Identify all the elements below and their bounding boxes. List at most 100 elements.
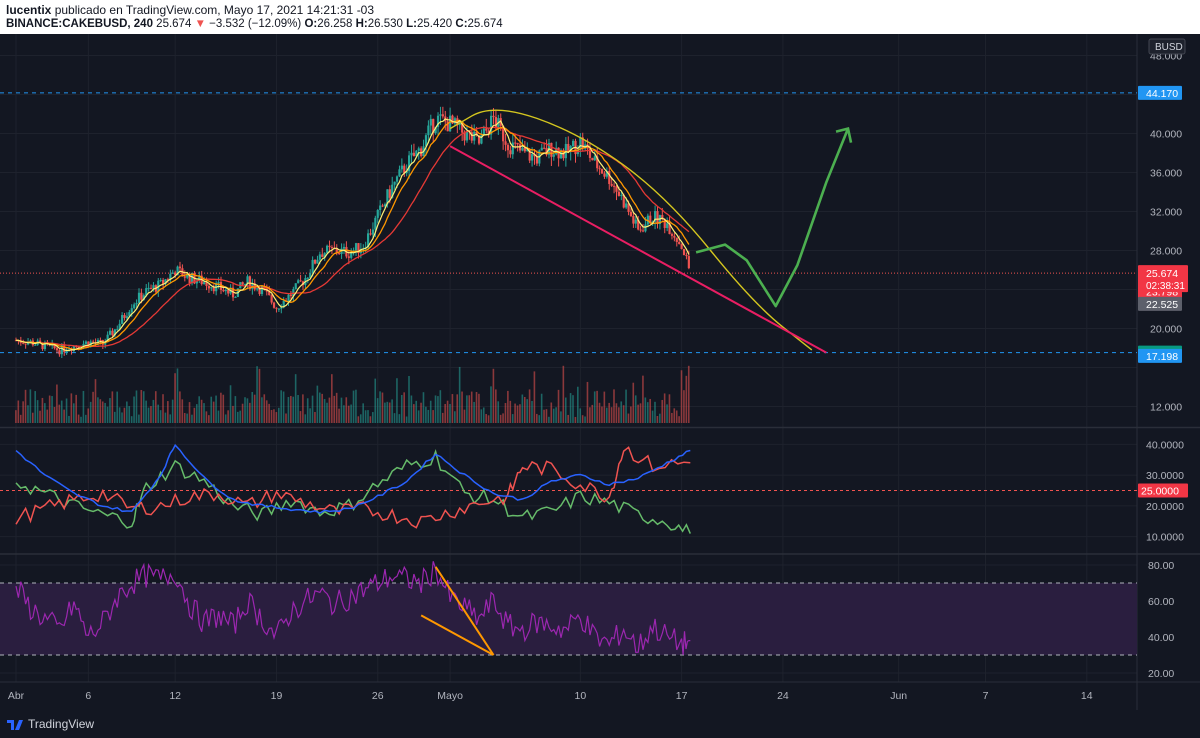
candle-body xyxy=(292,289,295,297)
moving-average-slow xyxy=(15,126,690,348)
volume-bar xyxy=(97,397,99,423)
volume-bar xyxy=(420,402,422,423)
candle-body xyxy=(244,283,247,285)
candle-body xyxy=(552,154,555,157)
volume-bar xyxy=(181,399,184,423)
candle-body xyxy=(634,219,637,224)
volume-bar xyxy=(217,410,220,423)
candle-body xyxy=(87,341,90,346)
volume-bar xyxy=(167,401,169,423)
volume-bar xyxy=(591,404,594,423)
candle-body xyxy=(610,184,613,186)
volume-bar xyxy=(121,412,123,423)
candle-body xyxy=(673,235,676,238)
volume-bar xyxy=(379,391,381,423)
volume-bar xyxy=(347,405,350,423)
candle-body xyxy=(260,286,264,295)
volume-bar xyxy=(174,373,176,423)
volume-bar xyxy=(77,414,80,423)
volume-bar xyxy=(183,412,186,423)
volume-bar xyxy=(581,415,584,423)
candle-body xyxy=(453,118,457,124)
candle-body xyxy=(277,308,280,310)
volume-bar xyxy=(15,410,17,423)
volume-bar xyxy=(495,389,497,423)
volume-bar xyxy=(46,409,49,423)
volume-bar xyxy=(526,399,528,423)
volume-bar xyxy=(333,395,336,423)
candle-body xyxy=(622,194,625,208)
candle-body xyxy=(403,165,406,174)
moving-average-mid xyxy=(15,119,690,351)
volume-bar xyxy=(287,397,290,423)
author-name[interactable]: lucentix xyxy=(6,3,52,17)
volume-bar xyxy=(538,415,541,423)
volume-bar xyxy=(292,396,295,423)
volume-bar xyxy=(195,404,198,423)
candle-body xyxy=(152,285,155,289)
volume-bar xyxy=(48,395,51,423)
candle-body xyxy=(299,280,302,282)
volume-bar xyxy=(502,413,504,423)
volume-bar xyxy=(220,392,222,423)
candle-body xyxy=(287,294,290,302)
candle-body xyxy=(540,147,543,151)
price-axis: 48.00040.00036.00032.00028.00020.00012.0… xyxy=(1150,51,1182,414)
volume-bar xyxy=(668,394,671,423)
volume-bar xyxy=(432,410,434,423)
volume-bar xyxy=(68,415,70,423)
candle-body xyxy=(99,339,102,341)
candle-body xyxy=(383,204,387,207)
candle-body xyxy=(147,287,150,289)
volume-bar xyxy=(514,403,516,423)
candle-body xyxy=(111,330,114,336)
volume-bar xyxy=(186,413,188,423)
chart-canvas[interactable]: 48.00040.00036.00032.00028.00020.00012.0… xyxy=(0,34,1200,710)
volume-bar xyxy=(111,391,114,423)
volume-bar xyxy=(265,400,268,423)
candle-body xyxy=(106,334,109,343)
volume-bar xyxy=(519,404,521,423)
candle-body xyxy=(309,273,312,278)
volume-bar xyxy=(198,396,200,423)
candle-body xyxy=(506,144,510,151)
volume-bar xyxy=(441,412,444,423)
candle-body xyxy=(316,259,319,264)
volume-bar xyxy=(381,392,384,423)
volume-bar xyxy=(123,407,126,423)
candle-body xyxy=(294,283,297,290)
candle-body xyxy=(398,169,401,177)
candle-body xyxy=(342,246,346,249)
price-tick-label: 28.000 xyxy=(1150,246,1182,258)
candle-body xyxy=(328,245,331,248)
candle-body xyxy=(367,233,370,248)
date-tick-label: 12 xyxy=(169,690,181,702)
date-tick-label: 26 xyxy=(372,690,384,702)
volume-bar xyxy=(615,403,618,423)
candle-body xyxy=(133,304,136,309)
trendline-drawing xyxy=(449,145,827,354)
candle-body xyxy=(130,308,133,313)
volume-bar xyxy=(618,407,620,423)
volume-bar xyxy=(509,400,512,423)
volume-bar xyxy=(473,401,475,423)
volume-bar xyxy=(654,401,656,423)
volume-bar xyxy=(24,389,27,423)
symbol-label[interactable]: BINANCE:CAKEBUSD, 240 xyxy=(6,18,153,30)
volume-bar xyxy=(352,390,355,423)
volume-bar xyxy=(466,395,468,423)
candle-body xyxy=(593,156,596,161)
candle-body xyxy=(485,128,488,131)
candle-body xyxy=(205,282,208,286)
candle-body xyxy=(415,150,418,157)
candle-body xyxy=(282,300,285,308)
volume-bar xyxy=(485,413,487,423)
high-label: H: xyxy=(355,18,368,30)
candle-body xyxy=(446,121,449,132)
volume-bar xyxy=(326,402,328,423)
volume-bar xyxy=(118,407,121,423)
candle-body xyxy=(108,330,112,335)
publish-info: publicado en TradingView.com, Mayo 17, 2… xyxy=(54,3,375,17)
candle-body xyxy=(482,128,485,136)
volume-bar xyxy=(634,395,637,423)
